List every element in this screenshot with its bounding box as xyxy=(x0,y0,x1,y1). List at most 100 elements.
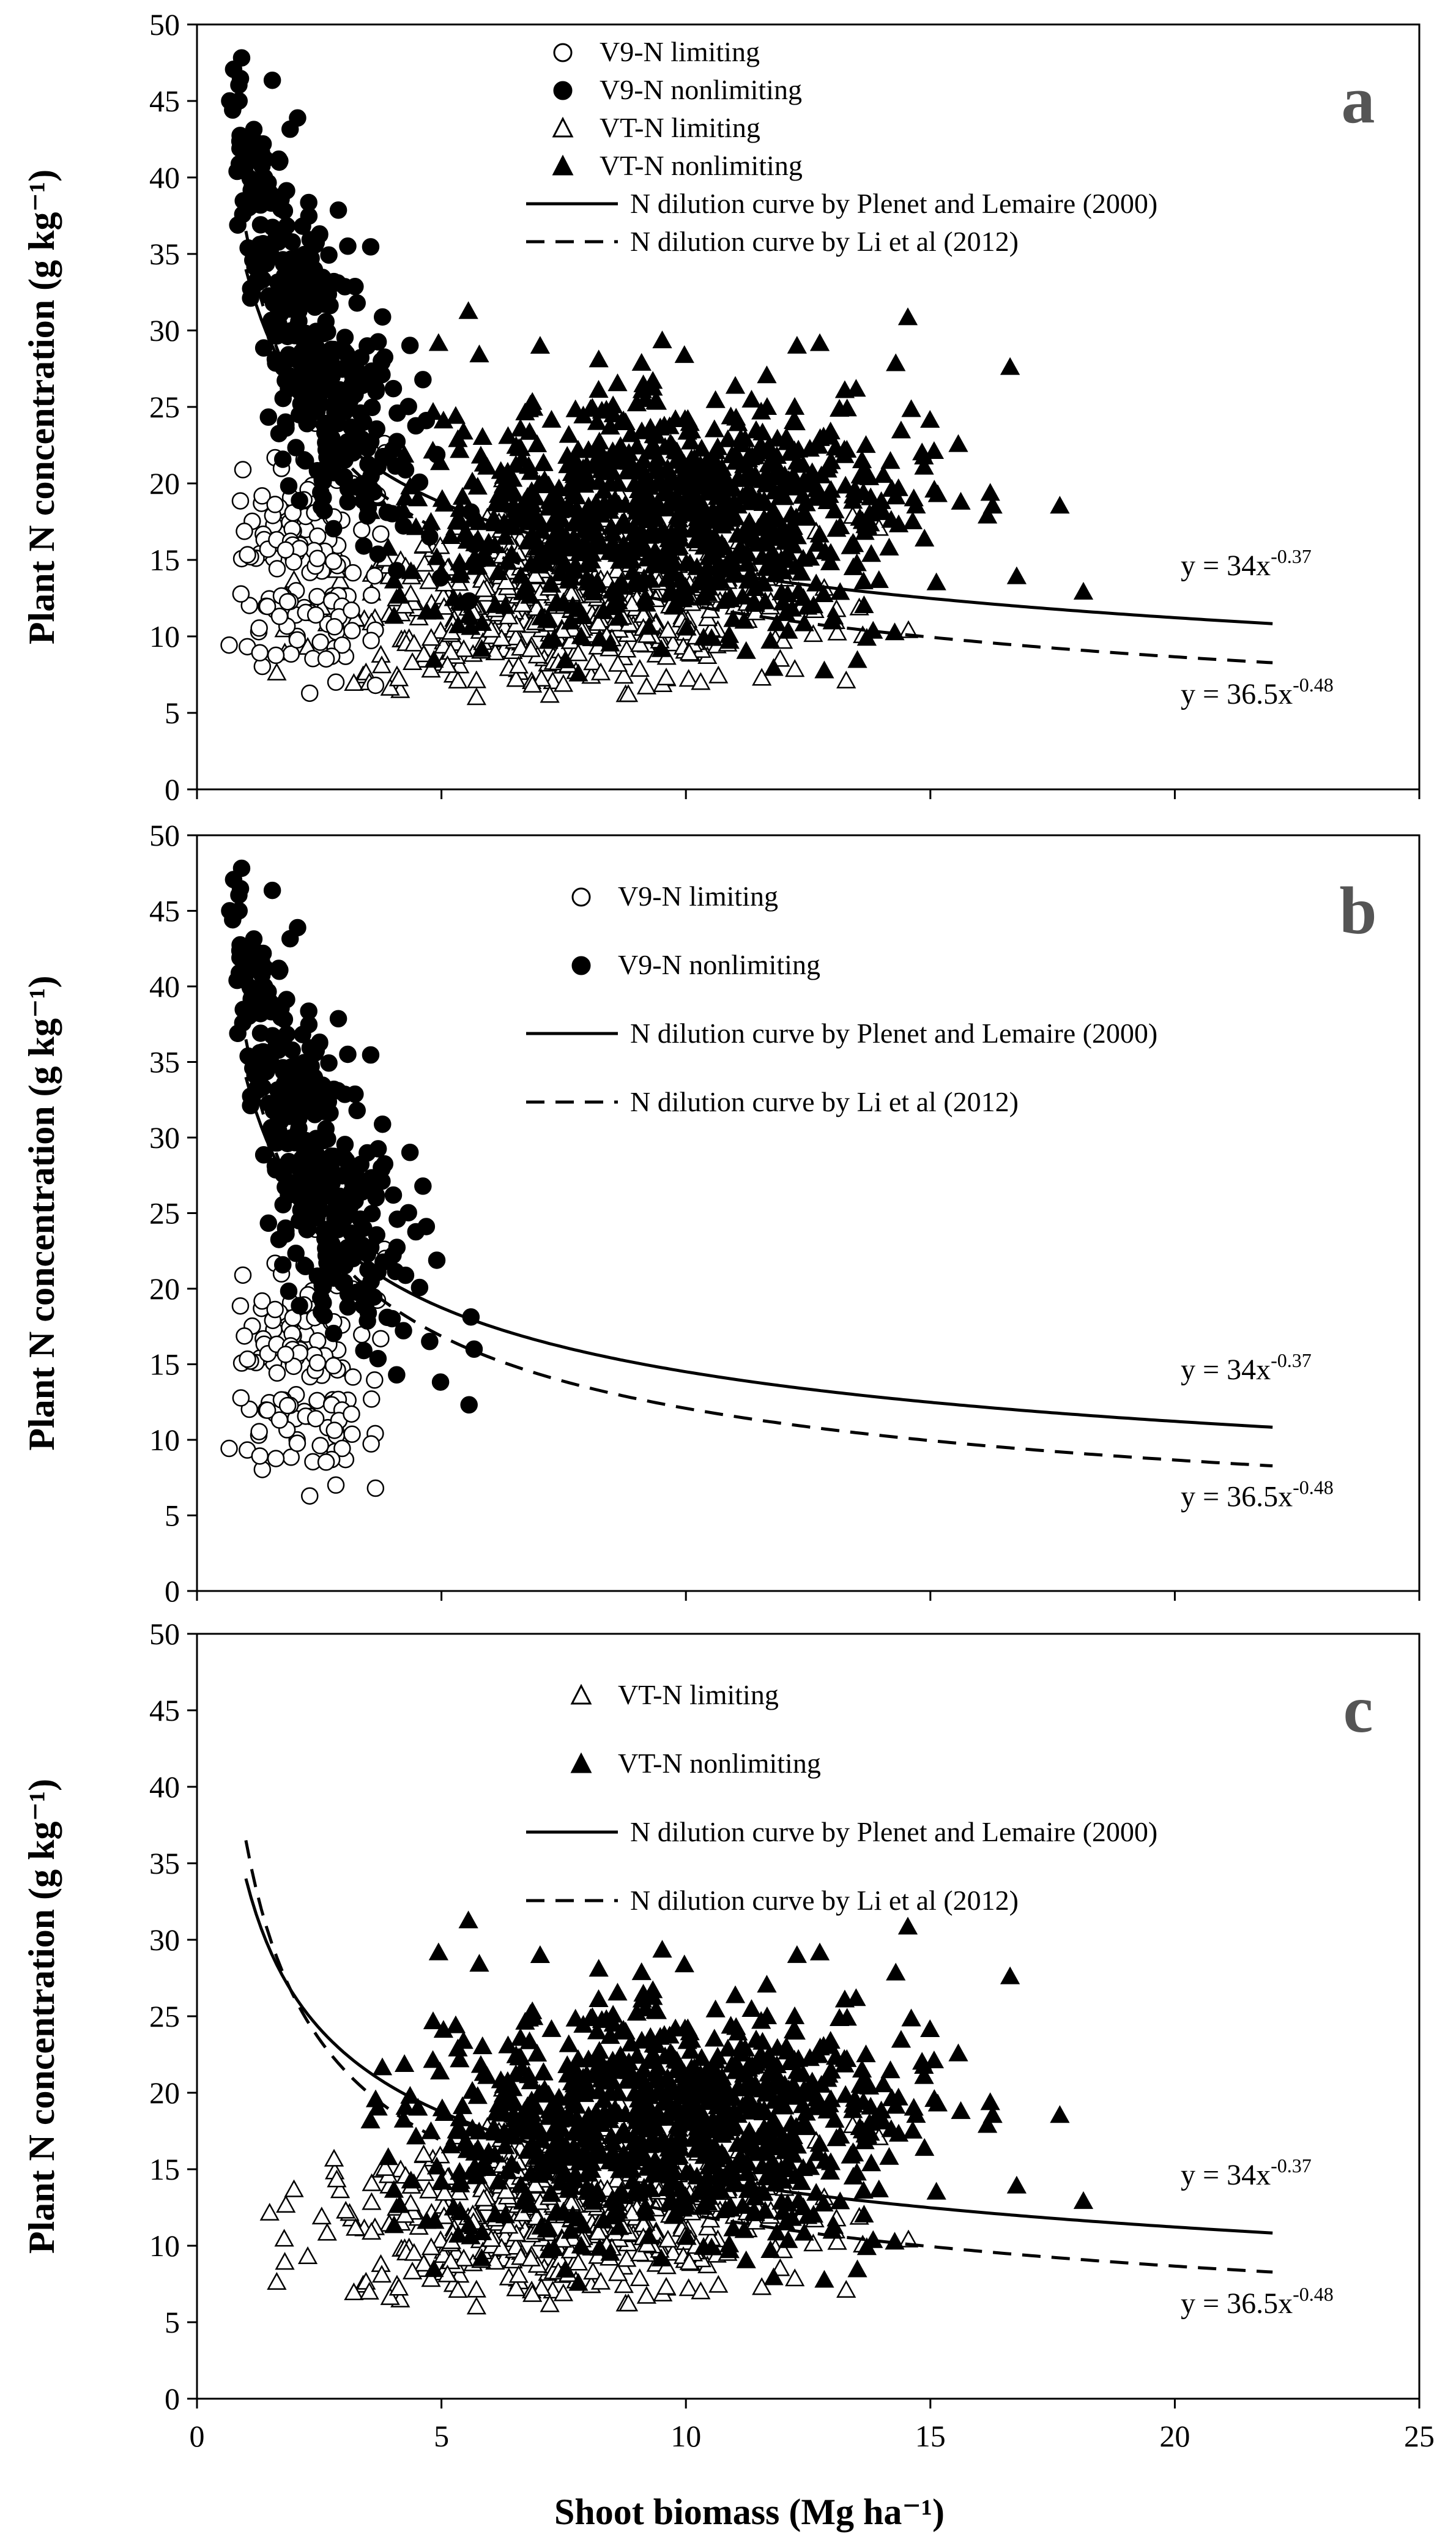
point-vt-nonlimiting xyxy=(485,2204,506,2222)
point-vt-nonlimiting xyxy=(853,482,874,501)
point-v9-nonlimiting xyxy=(264,294,283,312)
point-vt-nonlimiting xyxy=(850,2074,871,2093)
legend-label: N dilution curve by Plenet and Lemaire (… xyxy=(630,1018,1157,1049)
point-vt-nonlimiting xyxy=(641,2179,661,2197)
point-v9-nonlimiting xyxy=(387,1262,404,1281)
point-vt-nonlimiting xyxy=(521,481,542,499)
point-vt-nonlimiting xyxy=(853,2092,874,2110)
point-vt-nonlimiting xyxy=(787,1945,807,1963)
curve-plenet-lemaire xyxy=(244,269,1273,625)
point-v9-nonlimiting xyxy=(431,569,450,587)
point-v9-nonlimiting xyxy=(383,505,401,523)
point-v9-nonlimiting xyxy=(388,1239,406,1256)
point-vt-limiting xyxy=(708,665,729,684)
point-vt-limiting xyxy=(362,2173,382,2191)
point-vt-limiting xyxy=(508,2265,529,2283)
point-vt-nonlimiting xyxy=(861,544,882,562)
point-vt-nonlimiting xyxy=(789,581,809,599)
point-vt-nonlimiting xyxy=(881,510,901,528)
point-vt-nonlimiting xyxy=(645,555,666,573)
point-vt-nonlimiting xyxy=(723,609,743,627)
y-tick-label: 10 xyxy=(149,1423,180,1457)
point-vt-limiting xyxy=(267,662,287,680)
point-v9-nonlimiting xyxy=(346,1085,364,1103)
point-vt-nonlimiting xyxy=(527,434,548,452)
point-vt-limiting xyxy=(466,670,486,688)
point-vt-limiting xyxy=(402,2261,423,2279)
point-vt-nonlimiting xyxy=(853,571,874,589)
point-vt-nonlimiting xyxy=(729,2150,749,2169)
point-vt-nonlimiting xyxy=(719,589,739,608)
point-vt-nonlimiting xyxy=(800,2157,820,2175)
point-vt-nonlimiting xyxy=(533,453,554,471)
point-vt-nonlimiting xyxy=(426,547,447,565)
point-vt-nonlimiting xyxy=(693,587,713,606)
point-vt-nonlimiting xyxy=(886,1962,906,1981)
point-vt-nonlimiting xyxy=(647,2001,667,2019)
point-vt-limiting xyxy=(297,2246,318,2264)
point-vt-nonlimiting xyxy=(677,2031,697,2049)
point-vt-nonlimiting xyxy=(734,2220,754,2238)
point-vt-nonlimiting xyxy=(633,374,653,393)
point-v9-nonlimiting xyxy=(342,1163,360,1182)
point-v9-limiting xyxy=(306,1410,325,1428)
point-vt-nonlimiting xyxy=(786,2117,806,2135)
point-v9-nonlimiting xyxy=(294,289,312,308)
point-v9-limiting xyxy=(284,1357,303,1376)
point-v9-limiting xyxy=(270,1411,289,1429)
point-v9-nonlimiting xyxy=(388,433,406,450)
point-v9-nonlimiting xyxy=(287,1244,305,1262)
point-vt-limiting xyxy=(380,2287,400,2305)
point-vt-nonlimiting xyxy=(639,2226,659,2245)
point-vt-nonlimiting xyxy=(577,2111,598,2129)
point-vt-limiting xyxy=(491,2238,511,2256)
point-vt-nonlimiting xyxy=(458,301,478,319)
point-v9-nonlimiting xyxy=(363,1169,381,1187)
legend: VT-N limiting VT-N nonlimiting N dilution … xyxy=(526,1679,1157,1916)
point-v9-nonlimiting xyxy=(280,477,298,495)
point-vt-nonlimiting xyxy=(754,2099,774,2118)
point-vt-limiting xyxy=(521,2248,541,2267)
point-vt-nonlimiting xyxy=(587,412,607,430)
point-vt-nonlimiting xyxy=(757,365,777,384)
point-v9-limiting xyxy=(344,1368,362,1386)
point-vt-nonlimiting xyxy=(767,445,787,464)
point-vt-nonlimiting xyxy=(760,514,780,532)
point-v9-limiting xyxy=(317,1453,335,1471)
point-vt-limiting xyxy=(401,584,421,602)
point-vt-nonlimiting xyxy=(740,526,760,544)
point-v9-nonlimiting xyxy=(414,1177,432,1195)
point-vt-nonlimiting xyxy=(779,2079,799,2098)
point-vt-limiting xyxy=(499,2216,519,2234)
y-tick-label: 0 xyxy=(165,1574,180,1608)
point-vt-nonlimiting xyxy=(680,431,701,450)
y-tick-label: 10 xyxy=(149,619,180,654)
point-vt-nonlimiting xyxy=(505,499,525,518)
point-vt-nonlimiting xyxy=(704,2028,724,2047)
point-vt-nonlimiting xyxy=(852,450,872,469)
y-tick-label: 45 xyxy=(149,894,180,928)
point-vt-nonlimiting xyxy=(1050,496,1070,514)
point-vt-limiting xyxy=(836,2279,856,2298)
point-vt-nonlimiting xyxy=(820,552,841,570)
point-vt-nonlimiting xyxy=(704,419,724,438)
point-vt-nonlimiting xyxy=(568,663,589,682)
point-vt-limiting xyxy=(434,2183,455,2201)
legend-label: N dilution curve by Plenet and Lemaire (… xyxy=(630,1816,1157,1847)
point-vt-nonlimiting xyxy=(1006,2175,1027,2194)
legend-marker xyxy=(570,1752,592,1773)
point-vt-nonlimiting xyxy=(564,465,584,483)
point-vt-nonlimiting xyxy=(834,1989,855,2008)
point-vt-nonlimiting xyxy=(578,440,599,458)
point-vt-nonlimiting xyxy=(789,2190,809,2208)
point-v9-nonlimiting xyxy=(225,61,243,78)
point-vt-nonlimiting xyxy=(589,2081,609,2099)
point-vt-nonlimiting xyxy=(847,2259,867,2278)
point-vt-nonlimiting xyxy=(668,2132,688,2150)
point-vt-nonlimiting xyxy=(466,2166,486,2185)
panel-letter: c xyxy=(1343,1672,1373,1746)
point-vt-nonlimiting xyxy=(826,2128,847,2147)
point-vt-limiting xyxy=(362,2192,382,2210)
legend-label: VT-N nonlimiting xyxy=(618,1748,821,1779)
point-vt-nonlimiting xyxy=(520,2195,540,2213)
